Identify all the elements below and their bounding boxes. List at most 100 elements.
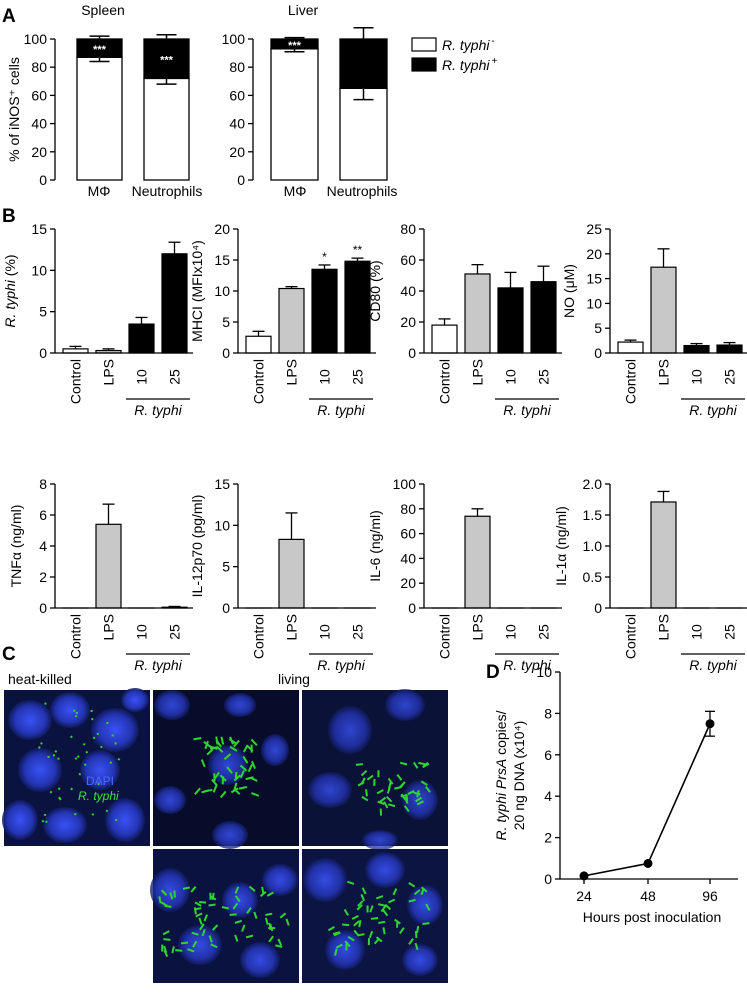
x-tick-label: LPS — [470, 614, 486, 640]
y-tick-label: 10 — [586, 295, 602, 311]
x-tick-label: Control — [68, 614, 84, 659]
bacteria — [367, 905, 369, 912]
y-tick-label: 0 — [544, 871, 552, 887]
bar — [162, 254, 187, 353]
y-tick-label: 20 — [229, 144, 245, 160]
x-tick-label: 25 — [722, 369, 738, 385]
x-tick-label: 25 — [350, 624, 366, 640]
y-tick-label: 10 — [536, 664, 552, 680]
x-tick-label: Control — [437, 359, 453, 404]
y-tick-label: 0 — [222, 600, 230, 616]
nucleus — [303, 858, 347, 902]
nucleus — [150, 868, 190, 912]
nucleus — [91, 708, 139, 752]
significance-label: ** — [353, 243, 363, 257]
nucleus — [105, 798, 145, 842]
y-tick-label: 60 — [400, 252, 416, 268]
group-label: R. typhi — [317, 402, 365, 418]
y-tick-label: 20 — [214, 221, 230, 237]
bacteria — [97, 733, 99, 735]
micrograph-living-4 — [302, 849, 448, 983]
y-tick-label: 8 — [39, 476, 47, 492]
data-point — [644, 859, 653, 868]
panel-letter-c: C — [2, 644, 16, 665]
x-tick-label: 25 — [536, 624, 552, 640]
y-axis-label: R. typhi (%) — [2, 254, 18, 327]
y-tick-label: 6 — [544, 747, 552, 763]
bacteria — [42, 820, 44, 822]
nucleus — [154, 690, 190, 720]
x-tick-label: 10 — [317, 369, 333, 385]
x-tick-label: Control — [68, 359, 84, 404]
label-living: living — [278, 671, 310, 687]
y-tick-label: 5 — [222, 559, 230, 575]
x-tick-label: LPS — [656, 359, 672, 385]
x-tick-label: 10 — [689, 369, 705, 385]
y-tick-label: 80 — [31, 59, 47, 75]
chart-title: Liver — [288, 2, 319, 18]
group-label: R. typhi — [134, 402, 182, 418]
bar — [651, 502, 676, 608]
bar-negative — [144, 78, 189, 180]
y-axis-label: NO (μM) — [561, 264, 577, 318]
bar-negative — [271, 49, 318, 180]
y-tick-label: 0 — [594, 345, 602, 361]
x-tick-label: 10 — [503, 369, 519, 385]
y-axis-label: IL-12p70 (pg/ml) — [189, 495, 205, 598]
y-tick-label: 15 — [214, 252, 230, 268]
x-tick-label: Control — [623, 614, 639, 659]
bar — [246, 336, 271, 353]
x-tick-label: 25 — [167, 624, 183, 640]
bacteria — [268, 927, 275, 929]
panel-letter-b: B — [2, 206, 16, 227]
data-point — [706, 719, 715, 728]
x-tick-label: 96 — [702, 888, 718, 904]
x-tick-label: LPS — [101, 614, 117, 640]
group-label: R. typhi — [689, 657, 737, 673]
nucleus — [328, 706, 372, 754]
bacteria — [76, 712, 78, 714]
y-tick-label: 0 — [39, 345, 47, 361]
y-tick-label: 60 — [400, 526, 416, 542]
x-tick-label: 25 — [350, 369, 366, 385]
chart-title: Spleen — [81, 2, 125, 18]
x-tick-label: MΦ — [88, 183, 111, 199]
micrograph-living-3 — [150, 849, 299, 983]
x-tick-label: LPS — [656, 614, 672, 640]
nucleus — [224, 693, 256, 717]
x-tick-label: 10 — [503, 624, 519, 640]
y-axis-label: IL-1α (ng/ml) — [553, 506, 569, 586]
bar — [498, 288, 523, 353]
nucleus — [43, 807, 87, 843]
y-tick-label: 100 — [24, 31, 48, 47]
y-tick-label: 0 — [222, 345, 230, 361]
y-tick-label: 25 — [586, 221, 602, 237]
y-tick-label: 80 — [400, 501, 416, 517]
x-tick-label: LPS — [284, 359, 300, 385]
bar — [684, 346, 709, 353]
y-tick-label: 80 — [400, 221, 416, 237]
y-tick-label: 0 — [237, 172, 245, 188]
micrograph-heat-killed — [2, 688, 150, 846]
x-tick-label: 10 — [689, 624, 705, 640]
y-tick-label: 10 — [214, 283, 230, 299]
y-tick-label: 6 — [39, 507, 47, 523]
x-tick-label: Control — [251, 614, 267, 659]
y-tick-label: 0 — [39, 172, 47, 188]
x-tick-label: LPS — [101, 359, 117, 385]
significance-label: *** — [160, 55, 174, 67]
bar — [717, 345, 742, 353]
bar-positive — [340, 39, 387, 88]
nucleus — [222, 882, 258, 918]
legend-label-neg: R. typhi- — [442, 36, 495, 53]
bacteria — [91, 710, 93, 712]
significance-label: *** — [93, 44, 107, 56]
label-dapi: DAPI — [86, 774, 114, 788]
x-tick-label: MΦ — [284, 183, 307, 199]
